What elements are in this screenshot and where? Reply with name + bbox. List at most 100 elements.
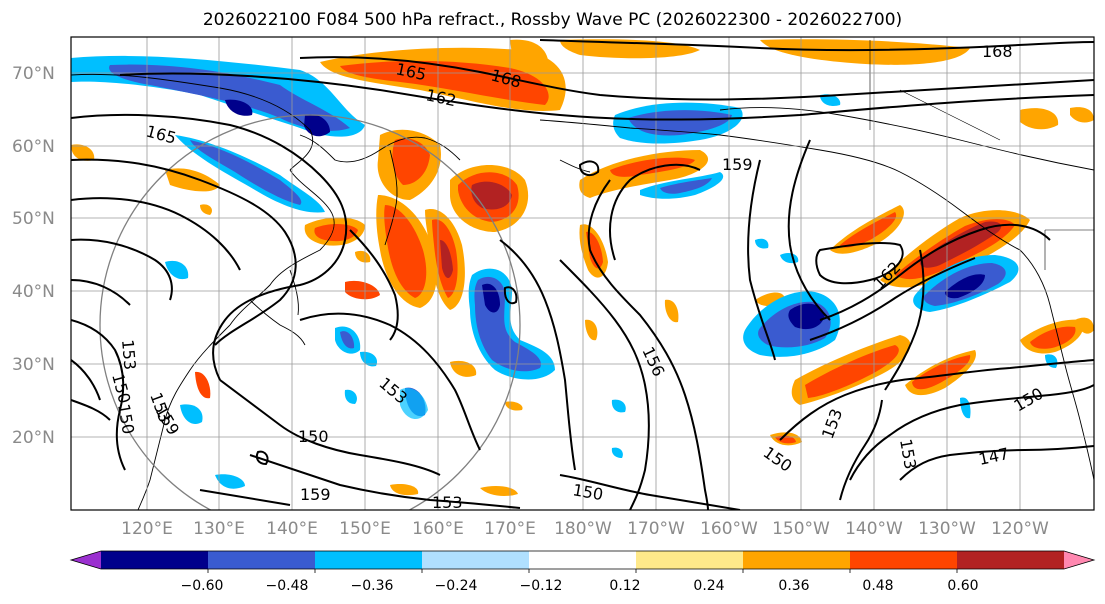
positive-anomaly: [912, 355, 971, 390]
positive-anomaly: [480, 486, 518, 496]
colorbar-tick-label: 0.12: [609, 578, 640, 594]
colorbar-segment: [636, 551, 744, 569]
positive-anomaly: [919, 221, 1002, 268]
positive-anomaly: [165, 168, 220, 192]
negative-anomaly: [628, 110, 732, 136]
colorbar-extend-max: [1064, 551, 1094, 569]
colorbar-tick-labels: −0.60 −0.48 −0.36 −0.24 −0.12 0.12 0.24 …: [181, 578, 979, 594]
negative-anomaly: [400, 388, 428, 420]
negative-anomaly: [225, 99, 253, 116]
colorbar-tick-label: 0.48: [862, 578, 893, 594]
lon-label: 120°E: [121, 519, 173, 539]
positive-anomaly: [760, 39, 970, 65]
contour-label: 150: [298, 427, 329, 446]
negative-anomaly: [611, 447, 623, 458]
negative-anomaly: [180, 404, 203, 425]
negative-anomaly: [611, 399, 626, 413]
colorbar-segment: [850, 551, 958, 569]
negative-anomaly: [960, 397, 971, 419]
graticule: [71, 37, 1094, 510]
colorbar-segment: [101, 551, 209, 569]
lon-label: 150°E: [339, 519, 391, 539]
negative-anomaly: [755, 238, 769, 249]
colorbar-tick-label: −0.36: [351, 578, 394, 594]
longitude-labels: 120°E 130°E 140°E 150°E 160°E 170°E 180°…: [121, 519, 1049, 539]
negative-anomaly: [215, 474, 245, 489]
negative-anomaly: [344, 389, 357, 404]
positive-anomaly: [71, 144, 95, 161]
positive-anomaly: [840, 212, 897, 248]
colorbar-tick-label: 0.36: [778, 578, 809, 594]
positive-anomaly: [510, 39, 548, 67]
positive-anomaly: [805, 345, 899, 398]
colorbar-segment: [957, 551, 1065, 569]
positive-anomaly: [610, 157, 695, 177]
lon-label: 150°W: [772, 519, 830, 539]
contour-label: 153: [118, 339, 140, 371]
lon-label: 120°W: [991, 519, 1049, 539]
colorbar-tick-label: −0.48: [266, 578, 309, 594]
colorbar: [69, 550, 1096, 573]
positive-anomaly: [664, 299, 679, 323]
map-title: 2026022100 F084 500 hPa refract., Rossby…: [202, 10, 903, 30]
map-frame: [70, 36, 1095, 511]
lon-label: 170°E: [484, 519, 536, 539]
positive-anomaly: [1020, 108, 1059, 130]
negative-anomaly: [788, 303, 825, 330]
contour-label: 153: [432, 493, 463, 512]
positive-anomaly: [1030, 326, 1076, 349]
contour-label: 159: [722, 155, 753, 174]
negative-anomaly: [109, 64, 351, 131]
positive-anomaly: [585, 319, 598, 341]
range-circle: [99, 114, 521, 510]
colorbar-tick-label: −0.24: [435, 578, 478, 594]
lon-label: 140°W: [845, 519, 903, 539]
shaded-anomalies: [71, 39, 1094, 496]
negative-anomaly: [660, 178, 712, 194]
lat-label-30n: 30°N: [12, 355, 55, 375]
lon-label: 140°E: [266, 519, 318, 539]
lat-label-20n: 20°N: [12, 428, 55, 448]
colorbar-tick-label: −0.60: [181, 578, 224, 594]
positive-anomaly: [340, 60, 549, 105]
lon-label: 170°W: [627, 519, 685, 539]
negative-anomaly: [165, 260, 189, 280]
positive-anomaly: [471, 181, 512, 210]
positive-anomaly: [1070, 107, 1094, 123]
positive-anomaly: [392, 138, 430, 185]
negative-anomaly: [190, 140, 302, 205]
lon-label: 160°E: [412, 519, 464, 539]
negative-anomaly: [945, 274, 985, 299]
colorbar-tick-label: 0.24: [693, 578, 724, 594]
colorbar-segment: [208, 551, 316, 569]
lat-label-50n: 50°N: [12, 209, 55, 229]
colorbar-tick-label: 0.60: [947, 578, 978, 594]
height-contours: [71, 39, 1094, 510]
positive-anomaly: [355, 250, 371, 263]
lon-label: 130°W: [918, 519, 976, 539]
positive-anomaly: [440, 240, 453, 279]
negative-anomaly: [820, 94, 841, 106]
positive-anomaly: [195, 371, 211, 399]
positive-anomaly: [1075, 317, 1094, 334]
lon-label: 130°E: [193, 519, 245, 539]
lat-label-60n: 60°N: [12, 137, 55, 157]
lat-label-70n: 70°N: [12, 64, 55, 84]
colorbar-tick-label: −0.12: [520, 578, 563, 594]
positive-anomaly: [390, 484, 419, 496]
positive-anomaly: [505, 401, 523, 411]
colorbar-outline: [69, 550, 1096, 570]
latitude-labels: 70°N 60°N 50°N 40°N 30°N 20°N: [12, 64, 55, 448]
lon-label: 180°W: [554, 519, 612, 539]
colorbar-segment: [743, 551, 851, 569]
lat-label-40n: 40°N: [12, 282, 55, 302]
colorbar-segment: [422, 551, 530, 569]
contour-label: 168: [982, 42, 1013, 61]
contour-label: 159: [300, 485, 331, 504]
colorbar-extend-min: [71, 551, 101, 569]
positive-anomaly: [384, 205, 427, 298]
positive-anomaly: [450, 360, 477, 377]
positive-anomaly: [345, 280, 380, 300]
negative-anomaly: [360, 351, 378, 367]
